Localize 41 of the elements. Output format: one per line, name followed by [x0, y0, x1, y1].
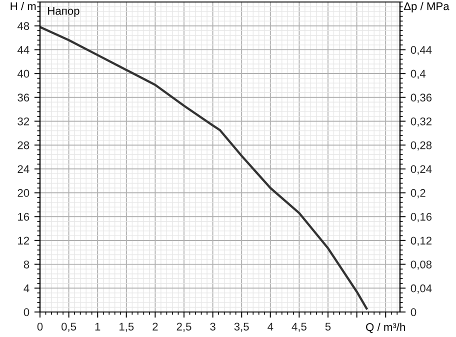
- y-tick-label: 8: [24, 260, 30, 268]
- y2-tick-label: 0,24: [410, 165, 432, 174]
- x-tick-label: 4,5: [292, 322, 306, 332]
- y2-tick-label: 0,04: [410, 284, 432, 294]
- x-axis-title: Q / m³/h: [366, 322, 405, 333]
- line-series: [40, 26, 368, 310]
- x-tick-label: 5: [325, 322, 331, 331]
- annotation: Напор: [48, 7, 80, 18]
- y2-tick-label: 0,12: [410, 236, 432, 246]
- x-tick-label: 2,5: [176, 322, 192, 332]
- x-tick-label: 0,5: [62, 322, 76, 332]
- y-tick-label: 0: [24, 308, 30, 316]
- y-tick-label: 28: [18, 141, 30, 150]
- y-tick-label: 12: [18, 236, 30, 244]
- y-tick-label: 4: [24, 284, 30, 292]
- y2-axis-title: Δp / MPa: [404, 2, 450, 12]
- x-tick-label: 4: [268, 322, 274, 330]
- y-tick-label: 16: [18, 212, 30, 221]
- y2-tick-label: 0,16: [410, 212, 432, 222]
- x-tick-label: 0: [37, 322, 43, 331]
- y2-tick-label: 0,44: [410, 46, 432, 56]
- x-tick-label: 1: [95, 322, 100, 330]
- y-tick-label: 32: [18, 118, 30, 126]
- x-tick-label: 2: [152, 322, 158, 330]
- y-tick-label: 20: [18, 189, 30, 197]
- y-axis-title: H / m: [10, 2, 36, 10]
- y2-tick-label: 0,32: [410, 118, 432, 127]
- y-tick-label: 40: [17, 70, 30, 78]
- y-tick-label: 48: [17, 22, 30, 30]
- y2-tick-label: 0,36: [410, 94, 432, 103]
- y-tick-label: 36: [18, 94, 30, 102]
- y-tick-label: 44: [17, 46, 30, 54]
- y2-tick-label: 0,2: [410, 189, 426, 198]
- y2-tick-label: 0,4: [410, 70, 426, 79]
- y2-tick-label: 0,28: [410, 141, 432, 151]
- y2-tick-label: 0: [410, 308, 416, 316]
- x-tick-label: 1,5: [120, 322, 134, 332]
- y2-tick-label: 0,08: [410, 260, 432, 270]
- y-tick-label: 24: [18, 165, 30, 173]
- x-tick-label: 3: [210, 322, 216, 331]
- x-tick-label: 3,5: [234, 322, 249, 332]
